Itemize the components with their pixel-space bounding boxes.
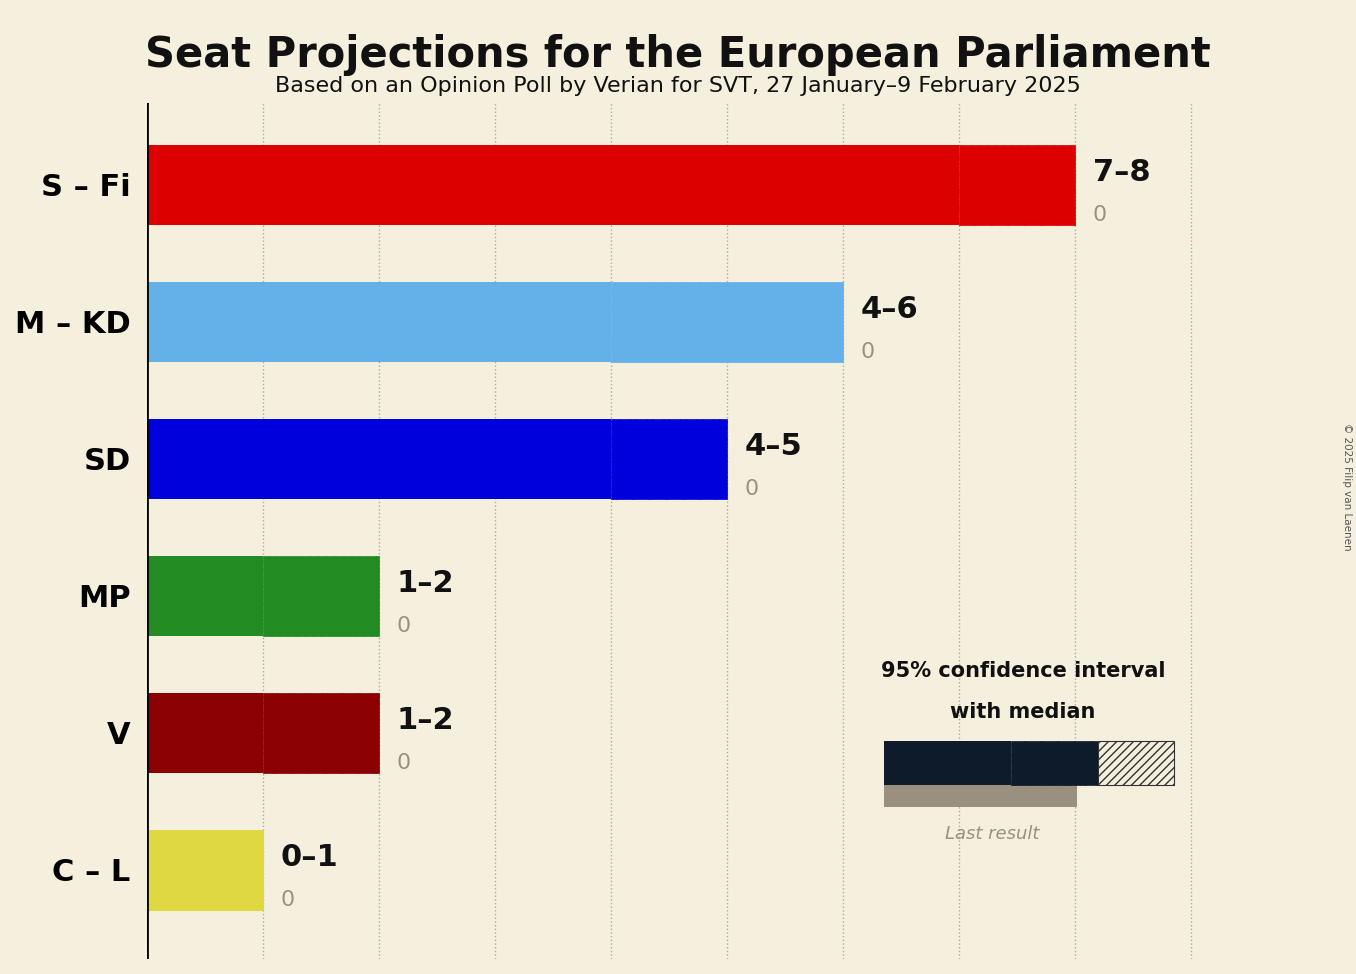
Bar (959, 145, 1075, 225)
Text: 0: 0 (397, 617, 411, 636)
Text: Based on an Opinion Poll by Verian for SVT, 27 January–9 February 2025: Based on an Opinion Poll by Verian for S… (275, 76, 1081, 96)
Bar (148, 693, 263, 772)
Text: 95% confidence interval: 95% confidence interval (881, 661, 1165, 681)
Bar (612, 419, 727, 499)
Text: 0: 0 (861, 342, 875, 362)
Text: Last result: Last result (945, 825, 1039, 843)
Text: Seat Projections for the European Parliament: Seat Projections for the European Parlia… (145, 34, 1211, 76)
Text: 4–6: 4–6 (861, 295, 918, 324)
Text: 0: 0 (281, 890, 294, 910)
Bar (1012, 741, 1098, 785)
Text: 0: 0 (1093, 205, 1106, 225)
Text: 7–8: 7–8 (1093, 158, 1150, 187)
Text: 0: 0 (744, 479, 759, 499)
Text: 0–1: 0–1 (281, 843, 339, 872)
Bar (148, 419, 612, 499)
Bar (1098, 741, 1174, 785)
Bar (884, 779, 1077, 806)
Text: 4–5: 4–5 (744, 432, 803, 461)
Bar (148, 282, 612, 361)
Bar (148, 830, 263, 910)
Bar (148, 556, 263, 636)
Text: 0: 0 (397, 753, 411, 773)
Text: with median: with median (951, 702, 1096, 723)
Bar (148, 145, 959, 225)
Bar (263, 556, 380, 636)
Bar (612, 282, 727, 361)
Text: 1–2: 1–2 (397, 569, 454, 598)
Bar (884, 741, 1012, 785)
Bar (263, 693, 380, 772)
Text: 1–2: 1–2 (397, 706, 454, 735)
Bar (727, 282, 843, 361)
Bar (148, 830, 263, 910)
Text: © 2025 Filip van Laenen: © 2025 Filip van Laenen (1341, 423, 1352, 551)
